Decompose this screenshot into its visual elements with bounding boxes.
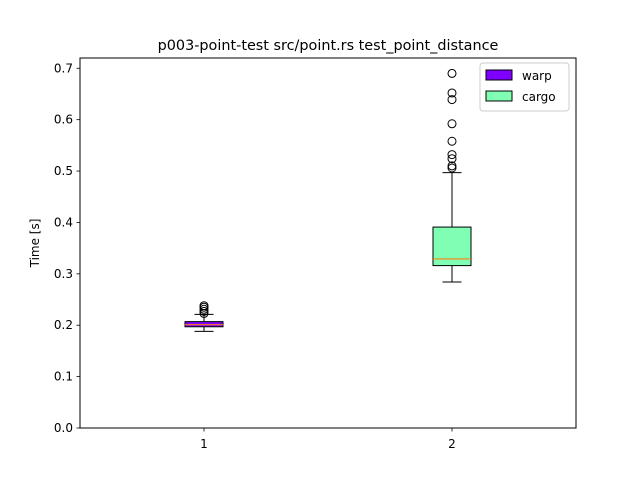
outlier-point <box>447 88 457 98</box>
legend-swatch-warp <box>485 69 513 81</box>
plot-frame <box>79 57 577 429</box>
outlier-point <box>447 163 457 173</box>
box-warp <box>184 301 224 332</box>
outlier-point <box>447 150 457 160</box>
outlier-point <box>447 119 457 129</box>
legend-label-cargo: cargo <box>522 90 556 104</box>
outlier-point <box>447 136 457 146</box>
outlier-point <box>447 154 457 164</box>
outlier-point <box>199 301 209 311</box>
y-axis-label: Time [s] <box>28 219 42 269</box>
legend: warp cargo <box>479 62 570 112</box>
x-tick-label: 1 <box>200 437 208 451</box>
box-series-group <box>184 68 472 332</box>
y-tick-label: 0.5 <box>54 164 73 178</box>
chart-title: p003-point-test src/point.rs test_point_… <box>158 38 499 54</box>
outlier-point <box>447 161 457 171</box>
outlier-point <box>447 95 457 105</box>
legend-swatch-cargo <box>485 90 513 102</box>
y-tick-label: 0.7 <box>54 61 73 75</box>
y-tick-label: 0.1 <box>54 370 73 384</box>
y-tick-label: 0.3 <box>54 267 73 281</box>
box-cargo <box>432 68 472 283</box>
box-iqr <box>432 226 472 267</box>
y-tick-label: 0.6 <box>54 113 73 127</box>
y-tick-label: 0.4 <box>54 215 73 229</box>
x-tick-label: 2 <box>448 437 456 451</box>
legend-label-warp: warp <box>522 69 552 83</box>
y-tick-label: 0.2 <box>54 318 73 332</box>
outlier-point <box>447 68 457 78</box>
y-axis: 0.0 0.1 0.2 0.3 0.4 0.5 0.6 0.7 <box>54 61 80 435</box>
y-tick-label: 0.0 <box>54 421 73 435</box>
